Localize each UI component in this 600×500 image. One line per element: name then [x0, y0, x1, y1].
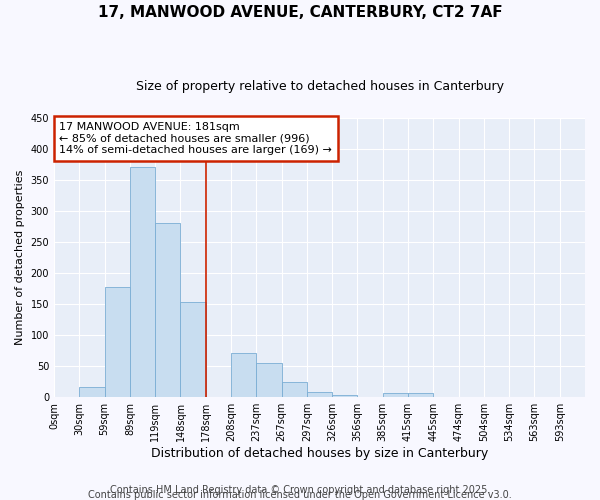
Bar	[332, 396, 358, 397]
Title: Size of property relative to detached houses in Canterbury: Size of property relative to detached ho…	[136, 80, 503, 93]
Bar	[307, 392, 332, 397]
Text: Contains HM Land Registry data © Crown copyright and database right 2025.: Contains HM Land Registry data © Crown c…	[110, 485, 490, 495]
Bar	[231, 353, 256, 397]
Text: 17 MANWOOD AVENUE: 181sqm
← 85% of detached houses are smaller (996)
14% of semi: 17 MANWOOD AVENUE: 181sqm ← 85% of detac…	[59, 122, 332, 155]
Text: 17, MANWOOD AVENUE, CANTERBURY, CT2 7AF: 17, MANWOOD AVENUE, CANTERBURY, CT2 7AF	[98, 5, 502, 20]
Bar	[256, 363, 281, 397]
Bar	[130, 168, 155, 397]
Y-axis label: Number of detached properties: Number of detached properties	[15, 170, 25, 345]
Bar	[383, 394, 408, 397]
Bar	[79, 386, 104, 397]
Bar	[281, 382, 307, 397]
Bar	[155, 224, 181, 397]
Bar	[181, 302, 206, 397]
Bar	[408, 394, 433, 397]
Text: Contains public sector information licensed under the Open Government Licence v3: Contains public sector information licen…	[88, 490, 512, 500]
Bar	[104, 286, 130, 397]
X-axis label: Distribution of detached houses by size in Canterbury: Distribution of detached houses by size …	[151, 447, 488, 460]
